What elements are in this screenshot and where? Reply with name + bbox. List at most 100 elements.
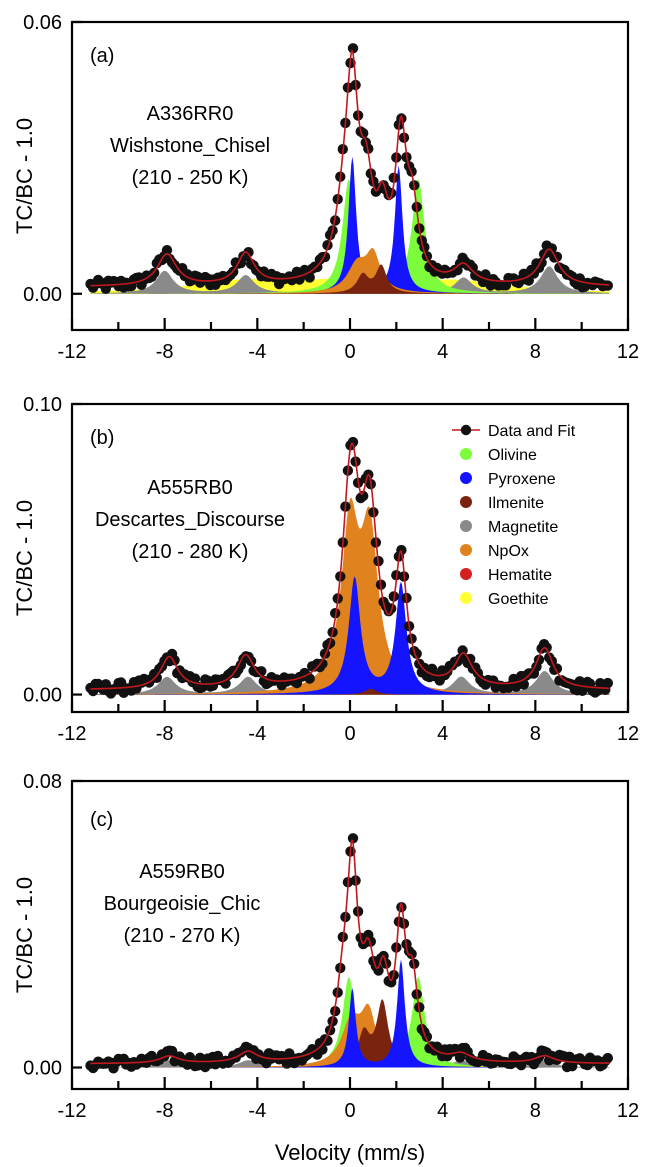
component-magnetite [90, 266, 610, 294]
data-point [330, 1006, 341, 1017]
legend-item-pyroxene: Pyroxene [460, 471, 556, 488]
temperature-range: (210 - 280 K) [132, 541, 249, 563]
target-name: Descartes_Discourse [95, 509, 285, 531]
temperature-range: (210 - 270 K) [124, 925, 241, 947]
x-tick-label: 0 [344, 1100, 355, 1122]
legend-label: NpOx [488, 543, 529, 560]
data-point [347, 833, 359, 844]
y-tick-label: 0.00 [23, 284, 62, 306]
data-point [546, 243, 557, 254]
legend-item-npox: NpOx [460, 543, 529, 560]
x-tick-label: -4 [248, 341, 266, 363]
data-point [386, 603, 397, 614]
fit-line [90, 442, 609, 690]
x-tick-label: 0 [344, 341, 355, 363]
y-tick-label: 0.00 [23, 685, 62, 707]
plot-area [85, 436, 613, 699]
data-point [396, 544, 407, 556]
panel-label: (a) [90, 45, 114, 67]
panel-label: (c) [90, 809, 113, 831]
legend-item-ilmenite: Ilmenite [460, 495, 544, 512]
y-tick-label: 0.10 [23, 394, 62, 416]
legend-label: Olivine [488, 447, 537, 464]
legend-item-magnetite: Magnetite [460, 519, 558, 536]
data-point [386, 188, 397, 199]
plot-area [85, 833, 613, 1074]
y-tick-label: 0.08 [23, 771, 62, 793]
legend-label: Goethite [488, 591, 549, 608]
data-point [317, 658, 328, 669]
x-tick-label: -12 [58, 723, 87, 745]
component-npox [90, 248, 610, 294]
x-tick-label: -4 [248, 723, 266, 745]
x-tick-label: 12 [617, 1100, 639, 1122]
y-axis-title: TC/BC - 1.0 [12, 118, 37, 234]
x-tick-label: 12 [617, 341, 639, 363]
y-axis-title: TC/BC - 1.0 [12, 500, 37, 616]
data-point [454, 1052, 466, 1063]
panel-b: -12 -8 -4 0 4 8 12 0.10 0.00 TC/BC - 1.0 (b) A555RB… [12, 394, 639, 745]
x-tick-label: -4 [248, 1100, 266, 1122]
fit-line [90, 49, 610, 287]
x-tick-label: 12 [617, 723, 639, 745]
x-tick-label: -12 [58, 341, 87, 363]
legend-item-hematite: Hematite [460, 567, 552, 584]
target-name: Wishstone_Chisel [110, 135, 270, 157]
panel-c: -12 -8 -4 0 4 8 12 0.08 0.00 TC/BC - 1.0 (c) A559RB… [12, 771, 639, 1122]
x-tick-label: -12 [58, 1100, 87, 1122]
legend-item-olivine: Olivine [460, 447, 537, 464]
data-point [541, 642, 552, 653]
legend-item-data-and-fit: Data and Fit [452, 423, 576, 440]
x-tick-label: -8 [156, 341, 174, 363]
x-tick-label: 4 [437, 723, 448, 745]
data-point [243, 247, 254, 258]
data-point [518, 679, 529, 690]
data-point [322, 1035, 333, 1046]
data-point [419, 662, 430, 674]
x-tick-label: 8 [530, 1100, 541, 1122]
x-tick-label: 4 [437, 1100, 448, 1122]
x-tick-label: 4 [437, 341, 448, 363]
x-tick-label: 8 [530, 723, 541, 745]
component-magnetite [90, 671, 610, 695]
y-tick-label: 0.00 [23, 1058, 62, 1080]
plot-area [85, 43, 613, 294]
legend-label: Ilmenite [488, 495, 544, 512]
data-point [284, 1048, 295, 1059]
component-npox [90, 497, 610, 695]
x-tick-label: 0 [344, 723, 355, 745]
legend: Data and Fit Olivine Pyroxene Ilmenite Magne… [452, 423, 576, 608]
sample-id: A555RB0 [147, 477, 233, 499]
data-point [347, 43, 359, 54]
component-pyroxene [90, 959, 610, 1068]
x-tick-label: -8 [156, 723, 174, 745]
x-axis-title: Velocity (mm/s) [275, 1140, 425, 1165]
temperature-range: (210 - 250 K) [132, 167, 249, 189]
legend-label: Magnetite [488, 519, 558, 536]
data-point [189, 673, 201, 684]
x-tick-label: 8 [530, 341, 541, 363]
component-pyroxene [90, 156, 610, 294]
component-pyroxene [90, 576, 610, 695]
data-point [161, 245, 173, 256]
data-point [151, 672, 162, 683]
legend-label: Hematite [488, 567, 552, 584]
legend-label: Data and Fit [488, 423, 576, 440]
sample-id: A559RB0 [139, 861, 225, 883]
data-point [304, 272, 315, 283]
panel-label: (b) [90, 427, 114, 449]
fit-line [90, 839, 610, 1065]
x-tick-label: -8 [156, 1100, 174, 1122]
sample-id: A336RR0 [147, 103, 234, 125]
data-point [406, 948, 417, 960]
data-point [304, 673, 315, 684]
y-axis-title: TC/BC - 1.0 [12, 877, 37, 993]
data-point [330, 608, 341, 619]
legend-item-goethite: Goethite [460, 591, 549, 608]
y-tick-label: 0.06 [23, 12, 62, 34]
data-point [317, 1044, 328, 1055]
data-point [149, 267, 160, 279]
data-point [602, 677, 613, 689]
target-name: Bourgeoisie_Chic [104, 893, 261, 915]
legend-label: Pyroxene [488, 471, 556, 488]
